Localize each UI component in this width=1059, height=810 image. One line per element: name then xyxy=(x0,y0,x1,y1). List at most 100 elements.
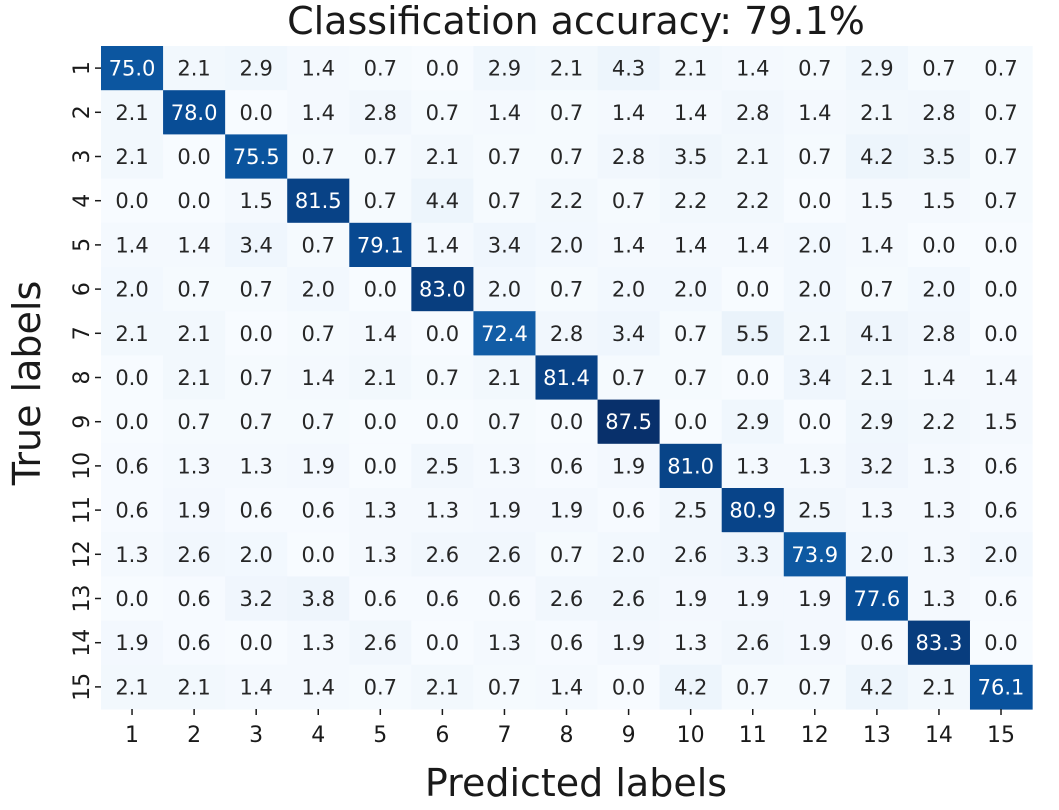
cell-value-label: 0.7 xyxy=(612,189,645,213)
cell-value-label: 1.5 xyxy=(860,189,893,213)
cell-value-label: 0.6 xyxy=(550,631,583,655)
cell-value-label: 0.7 xyxy=(922,57,955,81)
x-tick-label: 7 xyxy=(497,723,511,748)
cell-value-label: 1.4 xyxy=(488,101,521,125)
cell-value-label: 0.0 xyxy=(736,278,769,302)
heatmap-cell-r7-c14 xyxy=(907,311,971,356)
heatmap-cell-r15-c15 xyxy=(969,664,1033,710)
cell-value-label: 4.2 xyxy=(674,675,707,699)
cell-value-label: 0.0 xyxy=(612,675,645,699)
cell-value-label: 1.5 xyxy=(239,189,272,213)
x-axis-ticks: 1 2 3 4 5 6 7 8 9 10 11 12 13 14 15 xyxy=(125,709,1015,748)
cell-value-label: 2.2 xyxy=(736,189,769,213)
heatmap-cell-r6-c14 xyxy=(907,267,971,312)
cell-value-label: 2.1 xyxy=(860,101,893,125)
cell-value-label: 0.7 xyxy=(736,675,769,699)
cell-value-label: 81.5 xyxy=(295,189,342,213)
cell-value-label: 73.9 xyxy=(791,543,838,567)
cell-value-label: 1.5 xyxy=(984,410,1017,434)
cell-value-label: 1.3 xyxy=(488,631,521,655)
cell-value-label: 0.0 xyxy=(798,189,831,213)
cell-value-label: 0.0 xyxy=(426,57,459,81)
cell-value-label: 0.7 xyxy=(426,366,459,390)
cell-value-label: 1.4 xyxy=(177,233,210,257)
cell-value-label: 2.0 xyxy=(798,233,831,257)
heatmap-cell-r4-c6 xyxy=(411,178,475,224)
cell-value-label: 1.4 xyxy=(550,675,583,699)
heatmap-cell-r12-c8 xyxy=(535,532,599,577)
cell-value-label: 2.1 xyxy=(860,366,893,390)
heatmap-cell-r11-c13 xyxy=(845,488,909,533)
heatmap-cell-r6-c13 xyxy=(845,267,909,312)
cell-value-label: 1.4 xyxy=(860,233,893,257)
heatmap-cell-r7-c2 xyxy=(163,311,226,356)
heatmap-cell-r7-c8 xyxy=(535,311,599,356)
cell-value-label: 4.4 xyxy=(426,189,459,213)
cell-value-label: 0.0 xyxy=(736,366,769,390)
heatmap-cell-r15-c13 xyxy=(845,664,909,710)
cell-value-label: 0.7 xyxy=(239,410,272,434)
cell-value-label: 1.9 xyxy=(550,499,583,523)
heatmap-cell-r8-c3 xyxy=(225,355,288,401)
cell-value-label: 0.0 xyxy=(426,322,459,346)
heatmap-cell-r15-c9 xyxy=(597,664,661,710)
cell-value-label: 2.1 xyxy=(736,145,769,169)
cell-value-label: 87.5 xyxy=(605,410,652,434)
cell-value-label: 1.9 xyxy=(798,631,831,655)
cell-value-label: 2.0 xyxy=(612,278,645,302)
cell-value-label: 2.1 xyxy=(115,675,148,699)
cell-value-label: 2.0 xyxy=(798,278,831,302)
heatmap-cell-r9-c8 xyxy=(535,399,599,445)
cell-value-label: 0.6 xyxy=(984,499,1017,523)
heatmap-cell-r4-c14 xyxy=(907,178,971,224)
heatmap-cell-r9-c12 xyxy=(783,399,847,445)
cell-value-label: 3.4 xyxy=(239,233,272,257)
cell-value-label: 0.7 xyxy=(488,145,521,169)
cell-value-label: 1.4 xyxy=(239,675,272,699)
cell-value-label: 1.4 xyxy=(984,366,1017,390)
cell-value-label: 1.3 xyxy=(674,631,707,655)
cell-value-label: 2.9 xyxy=(736,410,769,434)
cell-value-label: 0.0 xyxy=(364,410,397,434)
heatmap-cell-r14-c8 xyxy=(535,620,599,666)
cell-value-label: 0.6 xyxy=(488,587,521,611)
y-tick-label: 12 xyxy=(70,540,95,568)
y-tick-label: 2 xyxy=(70,105,95,119)
cell-value-label: 0.0 xyxy=(115,410,148,434)
cell-value-label: 2.2 xyxy=(674,189,707,213)
cell-value-label: 2.1 xyxy=(674,57,707,81)
cell-value-label: 0.7 xyxy=(239,278,272,302)
cell-value-label: 1.3 xyxy=(736,454,769,478)
cell-value-label: 0.7 xyxy=(550,145,583,169)
heatmap-cell-r4-c3 xyxy=(225,178,288,224)
cell-value-label: 3.4 xyxy=(612,322,645,346)
cell-value-label: 0.0 xyxy=(239,322,272,346)
cell-value-label: 5.5 xyxy=(736,322,769,346)
heatmap-cell-r13-c11 xyxy=(721,576,785,622)
heatmap-cell-r14-c10 xyxy=(659,620,723,666)
heatmap-cell-r10-c8 xyxy=(535,443,599,489)
heatmap-cell-r9-c3 xyxy=(225,399,288,445)
heatmap-cell-r13-c10 xyxy=(659,576,723,622)
heatmap-cell-r2-c1 xyxy=(101,90,164,135)
y-tick-label: 7 xyxy=(70,326,95,340)
heatmap-cell-r3-c4 xyxy=(287,134,350,180)
heatmap-cell-r8-c11 xyxy=(721,355,785,401)
heatmap-cell-r14-c9 xyxy=(597,620,661,666)
heatmap-cell-r14-c7 xyxy=(473,620,537,666)
cell-value-label: 2.1 xyxy=(115,101,148,125)
cell-value-label: 3.2 xyxy=(239,587,272,611)
heatmap-cell-r3-c3 xyxy=(225,134,288,180)
x-tick-label: 13 xyxy=(863,723,891,748)
x-tick-label: 3 xyxy=(249,723,263,748)
heatmap-cell-r9-c5 xyxy=(349,399,412,445)
heatmap-cell-r13-c6 xyxy=(411,576,475,622)
heatmap-cell-r10-c12 xyxy=(783,443,847,489)
heatmap-cell-r2-c11 xyxy=(721,90,785,135)
heatmap-cell-r11-c14 xyxy=(907,488,971,533)
cell-value-label: 0.6 xyxy=(177,631,210,655)
heatmap-cell-r9-c2 xyxy=(163,399,226,445)
heatmap-cell-r12-c15 xyxy=(969,532,1033,577)
heatmap-cell-r4-c12 xyxy=(783,178,847,224)
heatmap-cell-r8-c6 xyxy=(411,355,475,401)
